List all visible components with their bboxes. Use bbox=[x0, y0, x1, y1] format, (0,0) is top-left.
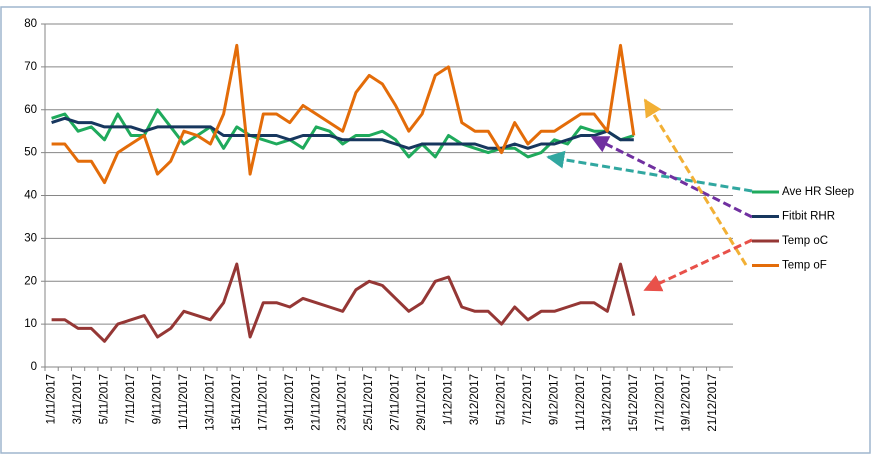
x-tick-label: 23/11/2017 bbox=[337, 374, 349, 431]
series-line bbox=[51, 43, 636, 185]
x-tick-label: 15/12/2017 bbox=[628, 374, 640, 432]
annotation-arrows bbox=[546, 98, 753, 292]
y-tick-label: 40 bbox=[24, 190, 37, 202]
arrow bbox=[643, 98, 748, 266]
x-tick-label: 5/11/2017 bbox=[99, 374, 111, 424]
y-tick-label: 30 bbox=[24, 232, 37, 244]
legend-label: Ave HR Sleep bbox=[782, 186, 854, 198]
x-tick-label: 5/12/2017 bbox=[495, 374, 507, 425]
x-tick-label: 1/11/2017 bbox=[46, 374, 58, 424]
x-tick-label: 1/12/2017 bbox=[443, 374, 455, 425]
x-tick-label: 17/12/2017 bbox=[654, 374, 666, 432]
y-tick-label: 80 bbox=[24, 18, 37, 30]
y-tick-label: 60 bbox=[24, 104, 37, 116]
y-tick-label: 50 bbox=[24, 147, 37, 159]
arrow bbox=[546, 150, 753, 193]
x-tick-label: 9/11/2017 bbox=[151, 374, 163, 424]
x-tick-label: 7/12/2017 bbox=[522, 374, 534, 425]
y-tick-label: 20 bbox=[24, 275, 37, 287]
x-tick-label: 21/11/2017 bbox=[310, 374, 322, 431]
series-line bbox=[51, 116, 634, 150]
series-line bbox=[51, 108, 635, 159]
arrow bbox=[643, 238, 753, 292]
series-line bbox=[51, 262, 636, 343]
y-tick-label: 10 bbox=[24, 318, 37, 330]
x-tick-label: 25/11/2017 bbox=[363, 374, 375, 431]
x-tick-label: 7/11/2017 bbox=[125, 374, 137, 424]
legend-label: Temp oF bbox=[782, 260, 827, 272]
y-tick-label: 70 bbox=[24, 61, 37, 73]
x-tick-label: 15/11/2017 bbox=[231, 374, 243, 431]
x-tick-label: 13/11/2017 bbox=[204, 374, 216, 431]
x-tick-label: 17/11/2017 bbox=[257, 374, 269, 431]
x-tick-label: 3/11/2017 bbox=[72, 374, 84, 424]
x-tick-label: 21/12/2017 bbox=[707, 374, 719, 432]
legend-label: Temp oC bbox=[782, 235, 828, 247]
plot-area: 0 10 20 30 40 50 60 70 80 1/11/2017 3/11/2017 5/11/… bbox=[24, 18, 733, 432]
x-tick-label: 11/11/2017 bbox=[178, 374, 190, 430]
y-tick-label: 0 bbox=[31, 361, 37, 373]
x-tick-label: 29/11/2017 bbox=[416, 374, 428, 431]
arrow bbox=[590, 135, 753, 219]
legend-label: Fitbit RHR bbox=[782, 211, 835, 223]
x-tick-label: 19/12/2017 bbox=[681, 374, 693, 432]
x-tick-label: 19/11/2017 bbox=[284, 374, 296, 431]
x-tick-label: 27/11/2017 bbox=[390, 374, 402, 431]
x-tick-label: 13/12/2017 bbox=[601, 374, 613, 432]
x-tick-label: 11/12/2017 bbox=[575, 374, 587, 431]
x-tick-label: 9/12/2017 bbox=[548, 374, 560, 425]
x-tick-label: 3/12/2017 bbox=[469, 374, 481, 425]
